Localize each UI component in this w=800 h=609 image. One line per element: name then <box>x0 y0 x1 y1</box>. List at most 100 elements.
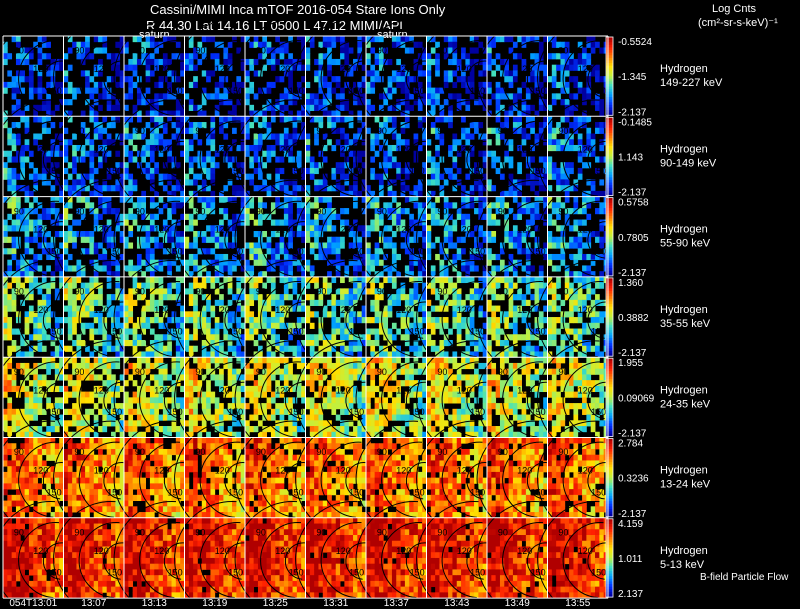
heatmap-cell <box>448 150 453 157</box>
contour-label: 150 <box>531 246 546 256</box>
heatmap-cell <box>370 76 376 83</box>
heatmap-cell <box>76 173 82 180</box>
heatmap-cell <box>491 322 497 329</box>
heatmap-cell <box>167 265 172 272</box>
heatmap-cell <box>7 317 13 324</box>
heatmap-cell <box>37 339 43 347</box>
heatmap-cell <box>430 58 436 66</box>
colorbar-segment <box>606 117 613 121</box>
heatmap-cell <box>124 196 129 203</box>
heatmap-cell <box>80 265 86 272</box>
heatmap-cell <box>478 231 484 238</box>
contour-label: 120 <box>154 64 169 74</box>
heatmap-cell <box>288 156 293 163</box>
heatmap-cell <box>50 144 56 152</box>
heatmap-cell <box>404 36 410 43</box>
heatmap-cell <box>11 253 17 261</box>
heatmap-cell <box>543 317 548 324</box>
heatmap-cell <box>547 253 553 261</box>
heatmap-cell <box>149 156 155 163</box>
heatmap-cell <box>145 276 151 284</box>
heatmap-cell <box>141 156 147 163</box>
heatmap-cell <box>577 294 583 301</box>
heatmap-cell <box>525 265 531 272</box>
heatmap-cell <box>93 299 99 306</box>
heatmap-cell <box>366 104 371 111</box>
heatmap-cell <box>270 133 276 140</box>
heatmap-cell <box>214 271 220 278</box>
heatmap-cell <box>93 265 99 272</box>
heatmap-cell <box>46 426 51 433</box>
heatmap-cell <box>149 339 155 347</box>
heatmap-cell <box>11 202 17 209</box>
heatmap-cell <box>422 93 427 100</box>
heatmap-cell <box>543 70 548 77</box>
pitch-angle-contour <box>139 281 181 358</box>
heatmap-cell <box>586 294 592 301</box>
heatmap-cell <box>435 219 440 226</box>
heatmap-cell <box>262 41 268 48</box>
contour-label: 150 <box>410 86 425 96</box>
heatmap-cell <box>348 276 354 284</box>
heatmap-cell <box>491 231 497 238</box>
heatmap-cell <box>508 70 514 77</box>
heatmap-cell <box>67 391 73 398</box>
heatmap-cell <box>426 231 432 238</box>
heatmap-cell <box>80 328 86 335</box>
heatmap-cell <box>193 104 198 111</box>
heatmap-cell <box>357 156 363 163</box>
heatmap-cell <box>564 41 570 48</box>
heatmap-cell <box>517 162 522 169</box>
heatmap-cell <box>63 70 69 77</box>
contour-label: 150 <box>531 327 546 337</box>
heatmap-cell <box>530 173 535 180</box>
heatmap-cell <box>296 150 302 157</box>
heatmap-cell <box>266 173 272 180</box>
heatmap-cell <box>149 248 155 255</box>
contour-label: 120 <box>275 225 290 235</box>
heatmap-cell <box>154 242 159 249</box>
footnote: B-field Particle Flow <box>700 572 789 583</box>
heatmap-cell <box>50 334 56 341</box>
heatmap-cell <box>400 242 406 249</box>
heatmap-cell <box>262 271 268 278</box>
heatmap-cell <box>474 122 479 129</box>
heatmap-cell <box>521 265 527 272</box>
heatmap-cell <box>361 76 367 83</box>
heatmap-cell <box>106 133 112 140</box>
heatmap-cell <box>236 76 242 83</box>
heatmap-cell <box>7 156 13 163</box>
heatmap-cell <box>175 99 181 106</box>
heatmap-cell <box>41 36 47 43</box>
heatmap-cell <box>28 81 34 89</box>
heatmap-cell <box>331 76 337 83</box>
heatmap-cell <box>344 179 350 186</box>
heatmap-cell <box>452 36 458 43</box>
heatmap-cell <box>564 144 570 152</box>
heatmap-cell <box>76 420 82 427</box>
heatmap-cell <box>448 122 453 129</box>
heatmap-cell <box>439 248 445 255</box>
heatmap-cell <box>63 236 69 243</box>
heatmap-cell <box>262 231 268 238</box>
heatmap-cell <box>50 339 56 347</box>
colorbar-segment <box>606 255 613 259</box>
heatmap-cell <box>378 162 384 169</box>
heatmap-cell <box>72 156 77 163</box>
heatmap-cell <box>102 179 108 186</box>
heatmap-cell <box>54 322 60 329</box>
heatmap-cell <box>37 213 43 220</box>
heatmap-cell <box>556 294 561 301</box>
heatmap-cell <box>115 64 121 71</box>
heatmap-cell <box>482 104 488 111</box>
heatmap-cell <box>296 345 302 352</box>
heatmap-cell <box>590 144 596 152</box>
heatmap-cell <box>20 76 26 83</box>
heatmap-cell <box>452 144 458 152</box>
heatmap-cell <box>573 144 579 152</box>
colorbar-segment <box>606 135 613 139</box>
contour-label: 90 <box>498 287 508 297</box>
heatmap-cell <box>495 282 501 289</box>
heatmap-cell <box>577 87 583 94</box>
heatmap-cell <box>512 104 518 111</box>
